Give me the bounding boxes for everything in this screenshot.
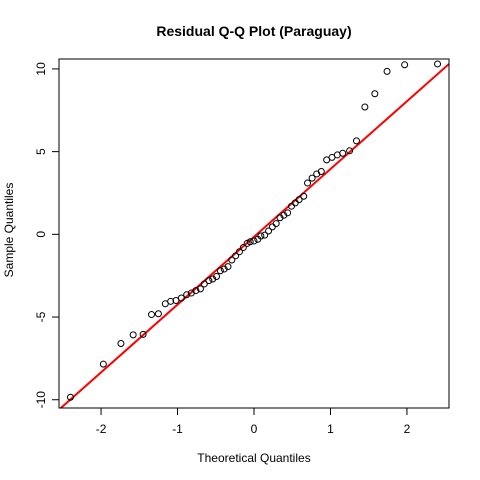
data-point (300, 192, 308, 200)
data-point (295, 196, 303, 204)
data-point (339, 149, 347, 157)
data-point (361, 103, 369, 111)
data-point (154, 310, 162, 318)
y-tick-label: -10 (34, 391, 48, 409)
data-point (224, 263, 232, 271)
data-point (304, 179, 312, 187)
data-point (434, 60, 442, 68)
data-point (117, 339, 125, 347)
y-axis-label: Sample Quantiles (2, 183, 16, 278)
data-point (129, 331, 137, 339)
data-point (346, 147, 354, 155)
data-point (99, 360, 107, 368)
data-point (352, 137, 360, 145)
y-tick-label: 0 (34, 231, 48, 238)
y-tick-label: -5 (34, 311, 48, 322)
y-tick-label: 10 (34, 62, 48, 76)
data-point (192, 287, 200, 295)
data-point (250, 237, 258, 245)
data-point (261, 231, 269, 239)
data-point (272, 220, 280, 228)
data-point (371, 90, 379, 98)
data-point (228, 256, 236, 264)
data-point (196, 285, 204, 293)
x-axis-label: Theoretical Quantiles (197, 451, 310, 465)
data-point (235, 248, 243, 256)
chart-title: Residual Q-Q Plot (Paraguay) (156, 23, 351, 39)
data-point (239, 244, 247, 252)
data-point (383, 67, 391, 75)
data-point (401, 61, 409, 69)
data-point (308, 174, 316, 182)
data-point (232, 252, 240, 260)
data-point (66, 393, 74, 401)
data-point (257, 232, 265, 240)
data-point (246, 238, 254, 246)
plot-frame (58, 58, 450, 409)
data-point (284, 209, 292, 217)
data-point (213, 273, 221, 281)
x-tick-label: -2 (96, 422, 107, 436)
data-point (167, 297, 175, 305)
data-point (317, 167, 325, 175)
data-point (183, 291, 191, 299)
x-tick-label: 0 (251, 422, 258, 436)
data-point (216, 267, 224, 275)
data-point (148, 311, 156, 319)
x-tick-label: -1 (172, 422, 183, 436)
data-point (177, 294, 185, 302)
x-tick-label: 1 (327, 422, 334, 436)
data-point (205, 277, 213, 285)
y-tick-label: 5 (34, 148, 48, 155)
data-point (139, 330, 147, 338)
x-tick-label: 2 (404, 422, 411, 436)
data-point (265, 227, 273, 235)
data-point (200, 280, 208, 288)
reference-line (59, 63, 449, 408)
